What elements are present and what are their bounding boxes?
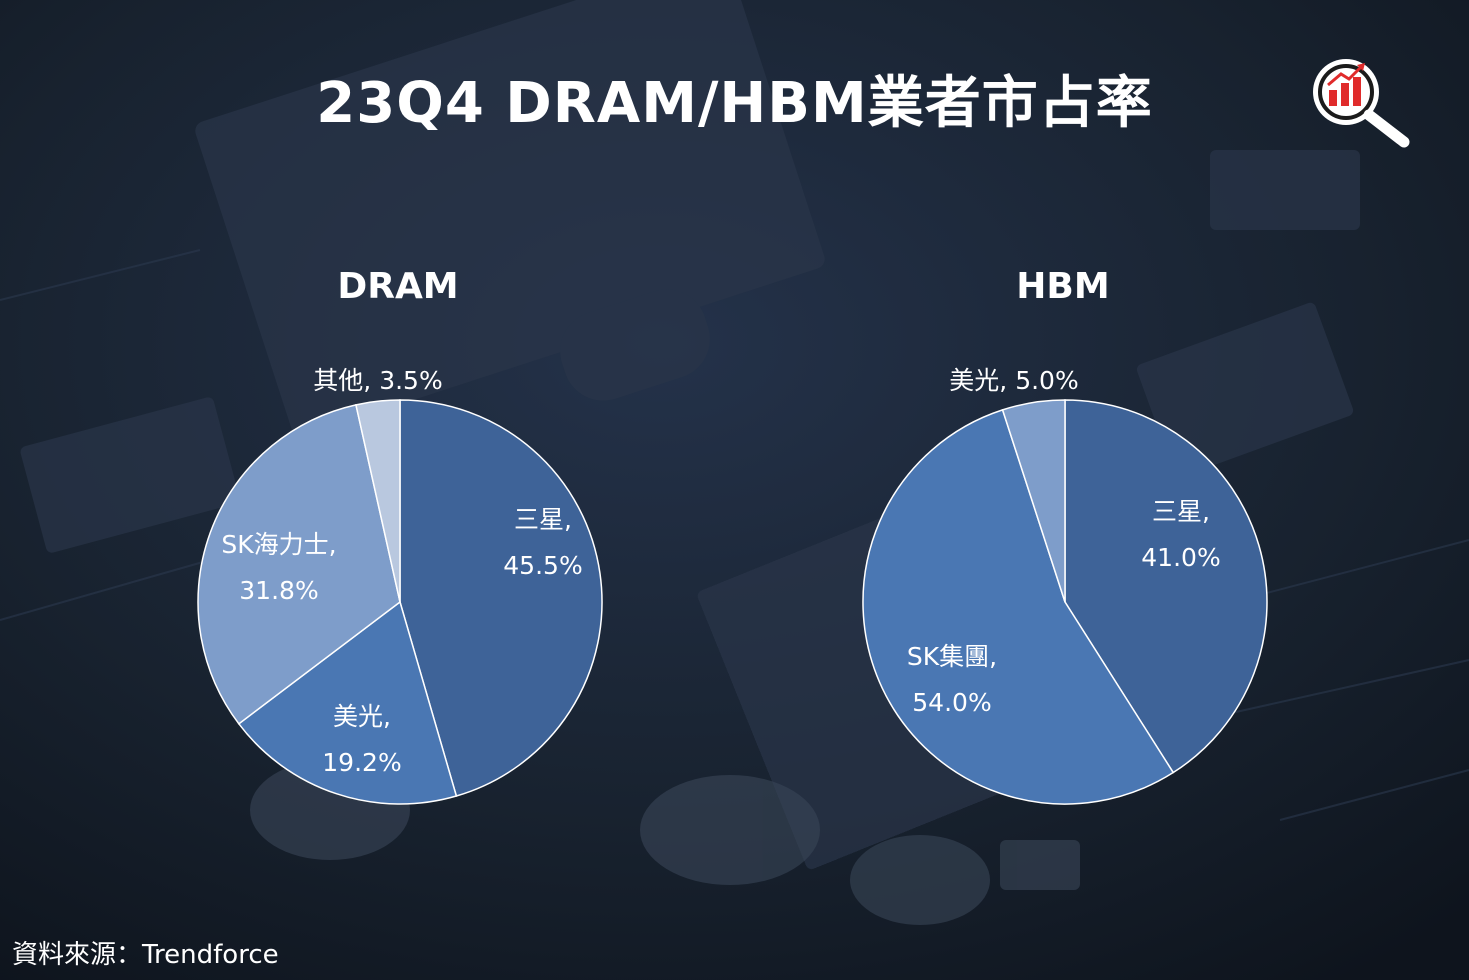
dram-slice-1 — [237, 600, 458, 805]
dram-chart-title: DRAM — [337, 266, 458, 307]
dram-label-others: 其他, 3.5% — [313, 366, 442, 395]
dram-pie — [197, 399, 603, 805]
hbm-slice-1 — [862, 408, 1175, 805]
dram-label-micron-value: 19.2% — [322, 748, 401, 777]
hbm-label-skgroup-name: SK集團, — [907, 642, 997, 671]
hbm-pie — [862, 399, 1268, 805]
dram-label-skhynix-value: 31.8% — [239, 576, 318, 605]
dram-label-micron-name: 美光, — [333, 702, 391, 731]
chart-magnifier-icon — [1313, 59, 1410, 148]
dram-label-samsung-name: 三星, — [514, 505, 572, 534]
source-note: 資料來源：Trendforce — [12, 940, 279, 970]
page-title: 23Q4 DRAM/HBM業者市占率 — [316, 71, 1153, 136]
dram-slice-3 — [355, 399, 401, 603]
hbm-label-samsung-name: 三星, — [1152, 497, 1210, 526]
dram-slice-0 — [399, 399, 603, 797]
dram-label-skhynix-name: SK海力士, — [221, 530, 336, 559]
hbm-label-samsung-value: 41.0% — [1141, 543, 1220, 572]
hbm-label-skgroup-value: 54.0% — [912, 688, 991, 717]
hbm-slice-0 — [1064, 399, 1268, 774]
hbm-slice-2 — [1001, 399, 1066, 603]
hbm-label-micron: 美光, 5.0% — [949, 366, 1078, 395]
dram-slice-2 — [197, 403, 401, 725]
dram-label-samsung-value: 45.5% — [503, 551, 582, 580]
hbm-chart-title: HBM — [1016, 266, 1109, 307]
